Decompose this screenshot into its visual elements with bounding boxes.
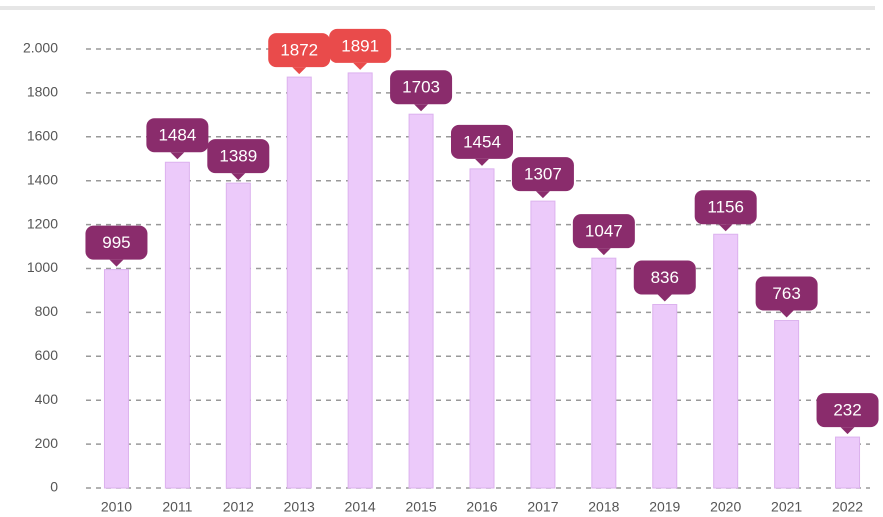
value-label: 763 bbox=[772, 284, 800, 303]
value-label: 1047 bbox=[585, 222, 623, 241]
value-callout bbox=[207, 139, 270, 174]
bar bbox=[286, 76, 312, 489]
value-label: 1156 bbox=[707, 198, 744, 217]
y-tick-label: 1800 bbox=[27, 84, 58, 100]
callout-pointer bbox=[170, 152, 185, 160]
x-tick-label: 2016 bbox=[466, 499, 497, 515]
y-tick-label: 1400 bbox=[27, 171, 58, 187]
value-label: 1703 bbox=[402, 78, 440, 97]
value-callout bbox=[85, 225, 148, 260]
callout-pointer bbox=[475, 158, 489, 166]
value-callout bbox=[694, 190, 757, 225]
value-label: 995 bbox=[102, 233, 130, 252]
bar bbox=[713, 233, 739, 489]
y-tick-label: 600 bbox=[35, 347, 59, 363]
x-tick-label: 2014 bbox=[345, 499, 376, 515]
callout-pointer bbox=[353, 62, 368, 70]
callout-pointer bbox=[840, 427, 855, 435]
value-callout bbox=[572, 214, 635, 249]
value-label: 1872 bbox=[280, 41, 318, 60]
y-tick-label: 1600 bbox=[27, 128, 58, 144]
callout-pointer bbox=[231, 173, 246, 181]
x-tick-label: 2020 bbox=[710, 499, 741, 515]
value-label: 1389 bbox=[219, 147, 257, 166]
bar bbox=[652, 303, 678, 489]
value-callout bbox=[390, 70, 453, 105]
y-tick-label: 1000 bbox=[27, 259, 58, 275]
x-tick-label: 2019 bbox=[649, 499, 680, 515]
bar bbox=[469, 168, 495, 489]
callout-pointer bbox=[535, 191, 550, 199]
value-label: 1891 bbox=[341, 36, 379, 55]
x-tick-label: 2017 bbox=[527, 499, 558, 515]
callout-pointer bbox=[109, 259, 124, 267]
bar bbox=[164, 161, 190, 489]
x-tick-label: 2022 bbox=[832, 499, 863, 515]
y-tick-label: 400 bbox=[35, 391, 59, 407]
x-tick-label: 2010 bbox=[101, 499, 132, 515]
bar bbox=[225, 182, 251, 489]
value-callout bbox=[511, 157, 574, 192]
callout-pointer bbox=[292, 67, 307, 75]
callout-pointer bbox=[596, 248, 611, 256]
value-label: 1484 bbox=[158, 126, 196, 145]
bar bbox=[347, 72, 373, 489]
value-label: 1307 bbox=[524, 165, 562, 184]
x-tick-label: 2011 bbox=[162, 499, 192, 515]
value-label: 232 bbox=[833, 401, 861, 420]
x-tick-label: 2021 bbox=[771, 499, 802, 515]
x-tick-label: 2013 bbox=[284, 499, 315, 515]
callout-pointer bbox=[657, 294, 672, 302]
bar bbox=[835, 436, 861, 489]
bar bbox=[591, 257, 617, 489]
bar bbox=[408, 113, 434, 489]
y-tick-label: 2.000 bbox=[23, 40, 58, 56]
x-tick-label: 2015 bbox=[405, 499, 436, 515]
y-tick-label: 1200 bbox=[27, 215, 58, 231]
top-bar bbox=[0, 6, 875, 10]
value-label: 836 bbox=[651, 268, 679, 287]
value-callout bbox=[755, 276, 818, 311]
y-tick-label: 0 bbox=[50, 479, 58, 495]
value-callout bbox=[329, 28, 392, 63]
x-tick-label: 2018 bbox=[588, 499, 619, 515]
callout-pointer bbox=[414, 104, 429, 112]
bar bbox=[530, 200, 556, 489]
x-tick-label: 2012 bbox=[223, 499, 254, 515]
y-tick-label: 200 bbox=[35, 435, 59, 451]
value-callout bbox=[146, 118, 209, 153]
value-callout bbox=[633, 260, 696, 295]
value-callout bbox=[816, 393, 879, 428]
value-callout bbox=[451, 124, 513, 159]
value-callout bbox=[268, 33, 331, 68]
y-tick-label: 800 bbox=[35, 303, 59, 319]
callout-pointer bbox=[779, 310, 794, 318]
callout-pointer bbox=[718, 224, 733, 232]
bar bbox=[774, 320, 800, 489]
bar bbox=[103, 269, 129, 489]
value-label: 1454 bbox=[463, 132, 501, 151]
